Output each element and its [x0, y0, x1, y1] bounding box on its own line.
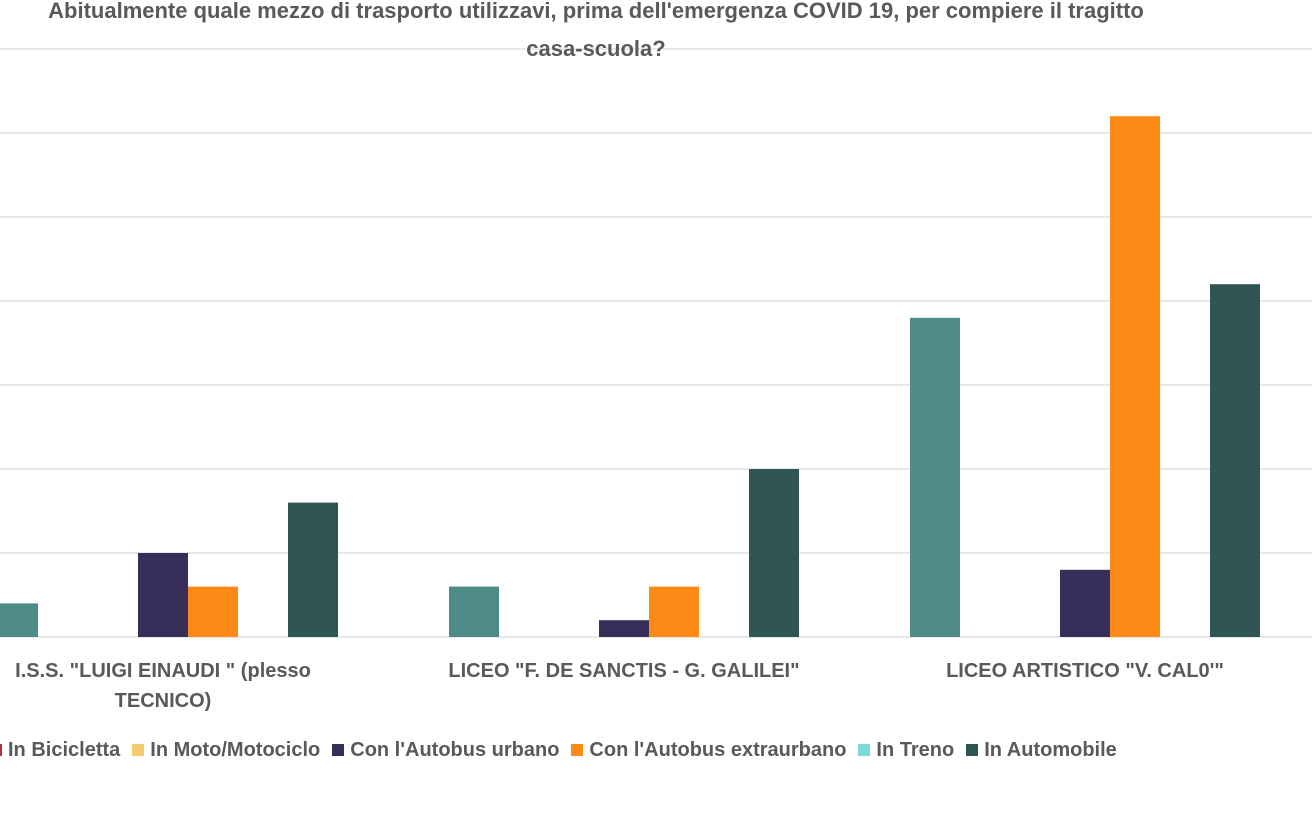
legend-label: Con l'Autobus extraurbano: [589, 739, 847, 761]
x-tick-label: I.S.S. "LUIGI EINAUDI " (plesso TECNICO): [15, 660, 311, 712]
legend-swatch: [858, 744, 871, 756]
legend-swatch: [966, 744, 979, 756]
legend-label: Con l'Autobus urbano: [350, 739, 560, 761]
legend-label: In Automobile: [984, 739, 1117, 761]
legend: In Bicicletta In Moto/Motociclo Con l'Auto…: [0, 734, 1312, 766]
chart-title: Abitualmente quale mezzo di trasporto ut…: [48, 0, 1144, 61]
x-tick-label: LICEO "F. DE SANCTIS - G. GALILEI": [448, 660, 800, 682]
legend-item: In Bicicletta: [0, 734, 120, 766]
x-tick-label: LICEO ARTISTICO "V. CAL0'": [946, 660, 1224, 682]
legend-swatch: [332, 744, 345, 756]
bar: [288, 502, 338, 637]
bar: [449, 586, 499, 637]
bar: [599, 620, 649, 637]
bar: [1060, 569, 1110, 637]
bar: [910, 317, 960, 637]
legend-swatch: [132, 744, 145, 756]
bar: [188, 586, 238, 637]
legend-label: In Moto/Motociclo: [150, 739, 321, 761]
legend-label: In Bicicletta: [8, 739, 121, 761]
legend-item: Con l'Autobus urbano: [332, 734, 559, 766]
legend-swatch: [571, 744, 584, 756]
bar: [138, 553, 188, 637]
bar: [649, 586, 699, 637]
bar: [1210, 284, 1260, 637]
legend-item: In Automobile: [966, 734, 1117, 766]
legend-item: In Moto/Motociclo: [132, 734, 320, 766]
legend-swatch: [0, 744, 2, 756]
legend-item: Con l'Autobus extraurbano: [571, 734, 846, 766]
bar: [1110, 116, 1160, 637]
legend-label: In Treno: [876, 739, 955, 761]
legend-item: In Treno: [858, 734, 954, 766]
bar: [0, 603, 38, 637]
bar: [749, 469, 799, 637]
